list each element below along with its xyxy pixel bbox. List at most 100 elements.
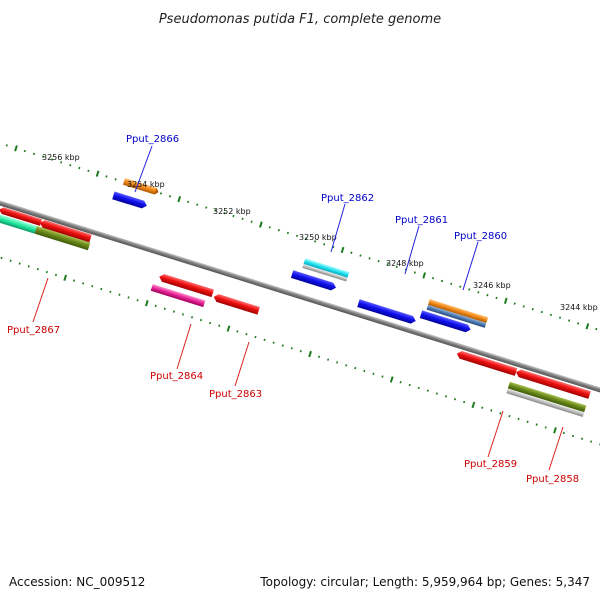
major-tick bbox=[144, 300, 149, 307]
minor-tick bbox=[205, 206, 208, 209]
major-tick bbox=[340, 246, 345, 254]
kbp-label: 3244 kbp bbox=[560, 303, 598, 312]
major-tick bbox=[471, 401, 476, 409]
gene-pput-2864[interactable] bbox=[150, 272, 214, 309]
minor-tick bbox=[513, 302, 516, 305]
gene-label-pput-2859[interactable]: Pput_2859 bbox=[464, 459, 517, 470]
minor-tick bbox=[314, 240, 317, 243]
minor-tick bbox=[181, 313, 184, 316]
leader-pput-2860 bbox=[462, 241, 479, 291]
kbp-label: 3252 kbp bbox=[213, 207, 251, 216]
leader-pput-2862 bbox=[330, 203, 346, 253]
gene-pput-2866[interactable] bbox=[112, 176, 159, 211]
gene-label-pput-2861[interactable]: Pput_2861 bbox=[395, 215, 448, 226]
gene-pput-2867-red-arrow-a[interactable] bbox=[0, 206, 43, 226]
gene-label-pput-2863[interactable]: Pput_2863 bbox=[209, 389, 262, 400]
minor-tick bbox=[172, 310, 175, 313]
gene-pput-2862-grey-bar bbox=[302, 264, 348, 282]
minor-tick bbox=[236, 330, 239, 333]
minor-tick bbox=[359, 254, 362, 257]
minor-tick bbox=[531, 308, 534, 311]
minor-tick bbox=[241, 217, 244, 221]
minor-tick bbox=[326, 358, 330, 361]
minor-tick bbox=[453, 398, 457, 401]
minor-tick bbox=[214, 209, 217, 212]
leader-pput-2861 bbox=[404, 225, 420, 275]
gene-label-pput-2858[interactable]: Pput_2858 bbox=[526, 474, 579, 485]
gene-pput-2867-olive-bar[interactable] bbox=[34, 225, 91, 251]
minor-tick bbox=[41, 155, 45, 158]
gene-labels: Pput_2866 Pput_2862 Pput_2861 Pput_2860 … bbox=[7, 134, 579, 485]
gene-pput-2864-magenta-bar[interactable] bbox=[150, 284, 206, 308]
gene-pput-2863-arrow[interactable] bbox=[213, 293, 260, 315]
minor-tick bbox=[281, 344, 284, 347]
gene-pput-2859-arrow[interactable] bbox=[456, 350, 518, 376]
minor-tick bbox=[435, 392, 438, 395]
kbp-label: 3256 kbp bbox=[42, 153, 80, 162]
minor-tick bbox=[417, 386, 420, 390]
minor-tick bbox=[499, 412, 502, 415]
minor-tick bbox=[290, 347, 293, 350]
minor-tick bbox=[60, 161, 63, 164]
gene-pput-2862-cyan-bar[interactable] bbox=[303, 258, 350, 278]
minor-tick bbox=[245, 333, 248, 336]
minor-tick bbox=[27, 265, 30, 268]
minor-tick bbox=[223, 212, 226, 215]
gene-pput-2861[interactable] bbox=[357, 299, 417, 324]
major-tick bbox=[63, 274, 68, 281]
gene-label-pput-2864[interactable]: Pput_2864 bbox=[150, 371, 203, 382]
minor-tick bbox=[336, 361, 339, 364]
minor-tick bbox=[450, 282, 453, 286]
minor-tick bbox=[468, 288, 471, 291]
gene-pput-2860-blue-arrow[interactable] bbox=[419, 310, 472, 333]
minor-tick bbox=[286, 231, 289, 235]
gene-pput-2866-arrow[interactable] bbox=[122, 178, 159, 195]
minor-tick bbox=[100, 287, 103, 291]
minor-tick bbox=[154, 304, 157, 308]
minor-tick bbox=[32, 152, 36, 156]
minor-tick bbox=[517, 417, 520, 421]
gene-pput-2858-olive-bar[interactable] bbox=[507, 381, 587, 413]
genome-backbone bbox=[0, 182, 600, 414]
minor-tick bbox=[36, 268, 39, 271]
minor-tick bbox=[377, 260, 380, 263]
gene-pput-2867[interactable] bbox=[0, 206, 93, 251]
minor-tick bbox=[544, 426, 547, 429]
minor-tick bbox=[190, 316, 194, 319]
gene-pput-2866-blue-arrow[interactable] bbox=[112, 191, 148, 210]
genome-title: Pseudomonas putida F1, complete genome bbox=[159, 12, 441, 27]
gene-pput-2858[interactable] bbox=[506, 367, 591, 417]
gene-pput-2861-arrow[interactable] bbox=[357, 299, 417, 324]
gene-pput-2860-orange-bar[interactable] bbox=[428, 299, 489, 324]
minor-tick bbox=[159, 192, 162, 195]
minor-tick bbox=[495, 296, 498, 300]
gene-pput-2862-blue-arrow[interactable] bbox=[290, 270, 337, 291]
gene-label-pput-2866[interactable]: Pput_2866 bbox=[126, 134, 179, 145]
inner-tick-track bbox=[0, 256, 600, 446]
gene-pput-2860[interactable] bbox=[419, 298, 489, 337]
gene-pput-2867-red-arrow-b[interactable] bbox=[39, 219, 92, 243]
gene-label-pput-2860[interactable]: Pput_2860 bbox=[454, 231, 507, 242]
kbp-label: 3250 kbp bbox=[299, 233, 337, 242]
gene-pput-2862[interactable] bbox=[290, 256, 350, 294]
minor-tick bbox=[345, 364, 348, 367]
major-tick bbox=[259, 221, 263, 228]
major-tick bbox=[585, 323, 590, 330]
minor-tick bbox=[317, 355, 321, 359]
gene-pput-2864-red-arrow[interactable] bbox=[158, 273, 214, 298]
minor-tick bbox=[535, 423, 538, 426]
gene-pput-2863[interactable] bbox=[213, 293, 260, 315]
minor-tick bbox=[444, 395, 448, 398]
gene-pput-2858-red-arrow[interactable] bbox=[515, 368, 591, 399]
minor-tick bbox=[368, 257, 371, 260]
minor-tick bbox=[381, 375, 384, 378]
gene-pput-2859[interactable] bbox=[456, 350, 518, 376]
gene-label-pput-2867[interactable]: Pput_2867 bbox=[7, 325, 60, 336]
gene-label-pput-2862[interactable]: Pput_2862 bbox=[321, 193, 374, 204]
minor-tick bbox=[558, 316, 562, 319]
minor-tick bbox=[263, 338, 266, 342]
genome-map bbox=[0, 144, 600, 446]
leader-pput-2866 bbox=[134, 145, 153, 193]
minor-tick bbox=[82, 282, 85, 285]
